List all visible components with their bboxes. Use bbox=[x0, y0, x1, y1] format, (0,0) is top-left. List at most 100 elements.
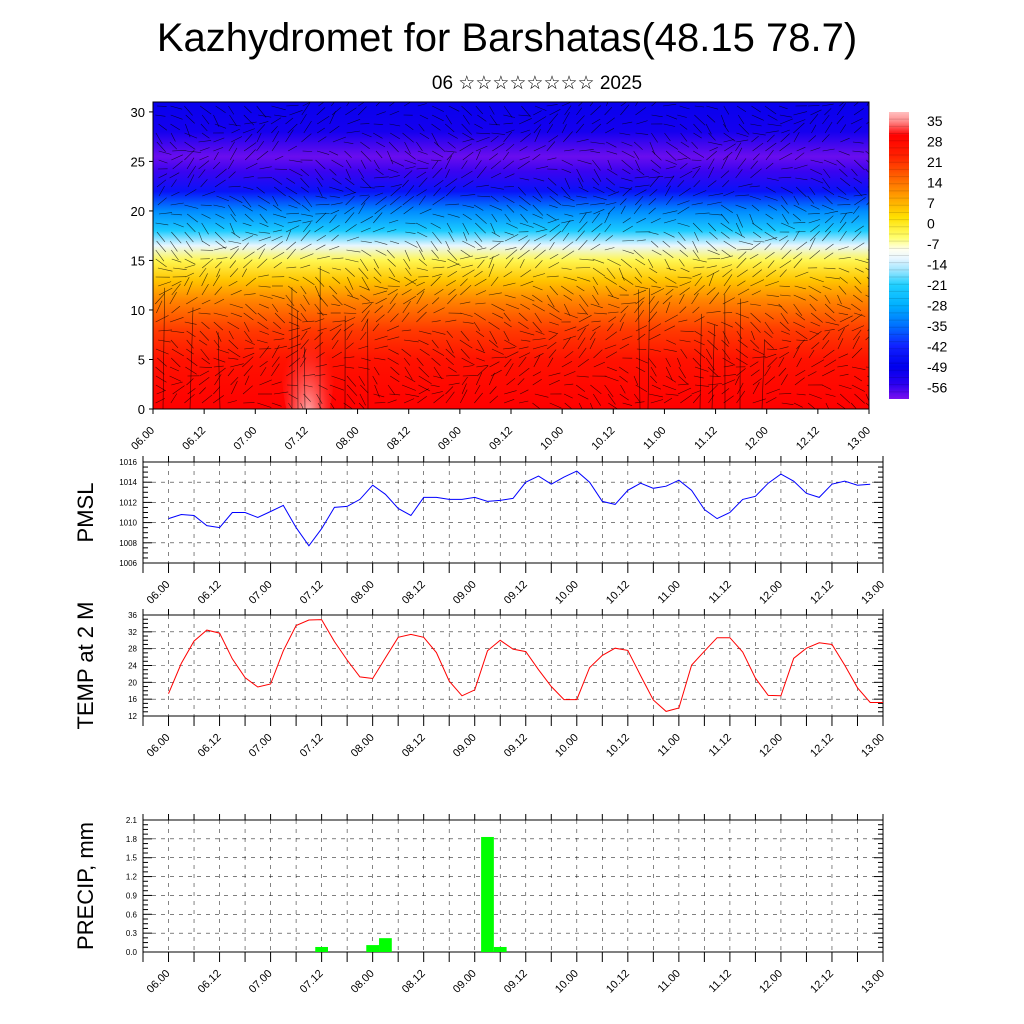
wind-vector bbox=[650, 240, 659, 248]
wind-vector bbox=[272, 177, 283, 185]
ytick-label: 1006 bbox=[119, 559, 137, 568]
wind-vector bbox=[549, 195, 562, 206]
wind-vector bbox=[505, 303, 520, 310]
wind-vector bbox=[796, 393, 806, 396]
wind-vector bbox=[590, 303, 603, 309]
wind-vector bbox=[158, 329, 173, 332]
wind-vector bbox=[519, 156, 530, 161]
wind-vector bbox=[792, 213, 801, 221]
wind-vector bbox=[722, 151, 733, 161]
wind-vector bbox=[228, 171, 236, 179]
xtick-label: 09.12 bbox=[502, 968, 530, 996]
wind-vector bbox=[344, 150, 352, 158]
wind-vector bbox=[592, 186, 605, 194]
wind-vector bbox=[405, 267, 412, 277]
wind-vector bbox=[228, 141, 235, 152]
wind-vector bbox=[664, 132, 671, 142]
wind-vector bbox=[331, 375, 346, 381]
wind-vector bbox=[402, 132, 414, 143]
wind-vector bbox=[489, 254, 500, 260]
wind-vector bbox=[158, 173, 168, 179]
wind-vector bbox=[520, 133, 531, 143]
wind-vector bbox=[286, 248, 296, 260]
wind-vector bbox=[198, 312, 211, 315]
wind-vector bbox=[286, 370, 296, 377]
wind-vector bbox=[329, 225, 340, 233]
wind-vector bbox=[749, 253, 759, 260]
wind-vector bbox=[707, 258, 721, 260]
precip-bar bbox=[493, 946, 507, 952]
wind-vector bbox=[329, 384, 345, 391]
wind-vector bbox=[519, 259, 525, 269]
wind-vector bbox=[809, 237, 816, 251]
wind-vector bbox=[302, 220, 313, 224]
wind-vector bbox=[810, 177, 824, 184]
wind-vector bbox=[518, 367, 530, 377]
panel-frame bbox=[142, 819, 884, 953]
wind-vector bbox=[404, 141, 411, 154]
series-line bbox=[168, 619, 883, 712]
wind-vector bbox=[504, 390, 517, 395]
wind-vector bbox=[778, 357, 785, 368]
wind-vector bbox=[316, 127, 325, 134]
wind-vector bbox=[216, 257, 228, 260]
wind-vector bbox=[866, 384, 869, 387]
wind-vector bbox=[604, 212, 610, 224]
wind-vector bbox=[708, 193, 724, 197]
wind-vector bbox=[561, 220, 571, 233]
wind-vector bbox=[259, 361, 268, 368]
wind-vector bbox=[373, 159, 380, 170]
wind-vector bbox=[532, 344, 548, 350]
wind-vector bbox=[214, 179, 226, 188]
wind-vector bbox=[737, 158, 747, 170]
wind-vector bbox=[303, 120, 312, 134]
wind-vector bbox=[432, 105, 444, 112]
wind-vector bbox=[287, 220, 302, 224]
wind-vector bbox=[489, 204, 503, 211]
wind-vector bbox=[373, 132, 383, 139]
wind-vector bbox=[170, 213, 183, 216]
heatmap-ytick-label: 30 bbox=[131, 105, 145, 120]
wind-vector bbox=[665, 393, 679, 396]
wind-vector bbox=[650, 399, 664, 404]
wind-vector bbox=[793, 119, 806, 125]
precip-bar bbox=[366, 945, 380, 952]
wind-vector bbox=[285, 294, 295, 307]
wind-vector bbox=[201, 213, 211, 219]
wind-streak bbox=[638, 289, 641, 409]
wind-vector bbox=[548, 379, 560, 386]
wind-vector bbox=[579, 303, 589, 316]
wind-vector bbox=[462, 222, 470, 235]
wind-vector bbox=[462, 132, 475, 141]
wind-vector bbox=[722, 330, 730, 344]
wind-vector bbox=[387, 168, 399, 173]
wind-vector bbox=[548, 349, 557, 359]
wind-vector bbox=[533, 145, 546, 152]
wind-vector bbox=[865, 267, 869, 271]
wind-vector bbox=[622, 121, 633, 125]
wind-vector bbox=[650, 218, 661, 224]
wind-vector bbox=[416, 281, 425, 287]
wind-vector bbox=[793, 195, 800, 206]
heatmap-xtick-label: 13.00 bbox=[845, 425, 873, 453]
wind-vector bbox=[463, 365, 474, 368]
wind-vector bbox=[431, 339, 439, 349]
wind-vector bbox=[344, 285, 353, 297]
wind-vector bbox=[214, 123, 227, 129]
wind-vector bbox=[502, 195, 515, 204]
wind-vector bbox=[664, 258, 671, 271]
wind-vector bbox=[605, 102, 609, 107]
wind-vector bbox=[374, 335, 388, 341]
wind-vector bbox=[532, 285, 543, 291]
wind-vector bbox=[387, 399, 397, 404]
wind-vector bbox=[810, 147, 821, 152]
wind-vector bbox=[680, 141, 690, 148]
wind-vector bbox=[405, 279, 418, 287]
colorbar-label: -14 bbox=[927, 256, 947, 272]
wind-vector bbox=[866, 258, 869, 260]
wind-vector bbox=[345, 342, 354, 350]
wind-vector bbox=[577, 324, 590, 332]
wind-vector bbox=[852, 242, 865, 251]
wind-vector bbox=[476, 184, 489, 188]
wind-vector bbox=[635, 384, 648, 393]
